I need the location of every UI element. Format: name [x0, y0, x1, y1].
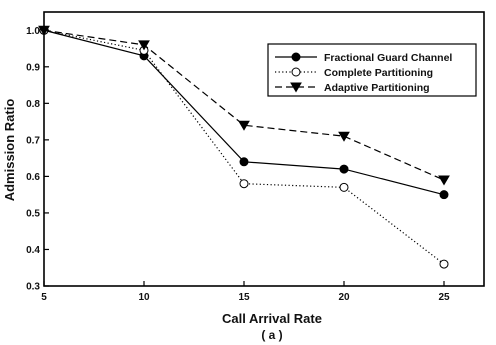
x-tick-label: 10: [138, 292, 150, 303]
data-point: [138, 40, 150, 51]
x-tick-label: 5: [41, 292, 47, 303]
data-point: [338, 131, 350, 142]
legend: Fractional Guard Channel Complete Partiti…: [267, 43, 477, 97]
data-point: [239, 157, 249, 167]
legend-marker: [291, 67, 301, 77]
x-tick-label: 20: [338, 292, 350, 303]
y-tick-label: 0.8: [26, 99, 40, 110]
y-tick-label: 0.3: [26, 282, 40, 293]
y-tick-label: 0.9: [26, 62, 40, 73]
data-point: [339, 164, 349, 174]
y-axis-title: Admission Ratio: [2, 99, 17, 202]
plot-area: [43, 11, 485, 287]
y-tick-label: 0.7: [26, 135, 40, 146]
data-point: [238, 120, 250, 131]
series-layer: [38, 25, 450, 269]
y-tick-label: 1.0: [26, 26, 40, 37]
legend-label: Adaptive Partitioning: [324, 82, 430, 94]
data-point: [239, 179, 249, 189]
data-point: [438, 175, 450, 186]
y-tick-label: 0.6: [26, 172, 40, 183]
series-line: [43, 29, 445, 181]
legend-label: Fractional Guard Channel: [324, 52, 452, 64]
chart-subtitle: ( a ): [261, 328, 282, 342]
data-point: [339, 182, 349, 192]
series-2: [38, 25, 450, 186]
x-axis-ticks: 5 10 15 20 25: [41, 281, 450, 303]
data-point: [439, 190, 449, 200]
x-tick-label: 25: [438, 292, 450, 303]
x-tick-label: 15: [238, 292, 250, 303]
data-point: [439, 259, 449, 269]
x-axis-title: Call Arrival Rate: [222, 311, 322, 326]
legend-marker: [291, 52, 301, 62]
legend-marker: [290, 82, 302, 93]
y-axis-ticks: 0.3 0.4 0.5 0.6 0.7 0.8 0.9 1.0: [26, 26, 49, 293]
y-tick-label: 0.5: [26, 208, 40, 219]
legend-label: Complete Partitioning: [324, 67, 433, 79]
y-tick-label: 0.4: [26, 245, 40, 256]
data-point: [38, 25, 50, 36]
series-line: [43, 29, 445, 265]
